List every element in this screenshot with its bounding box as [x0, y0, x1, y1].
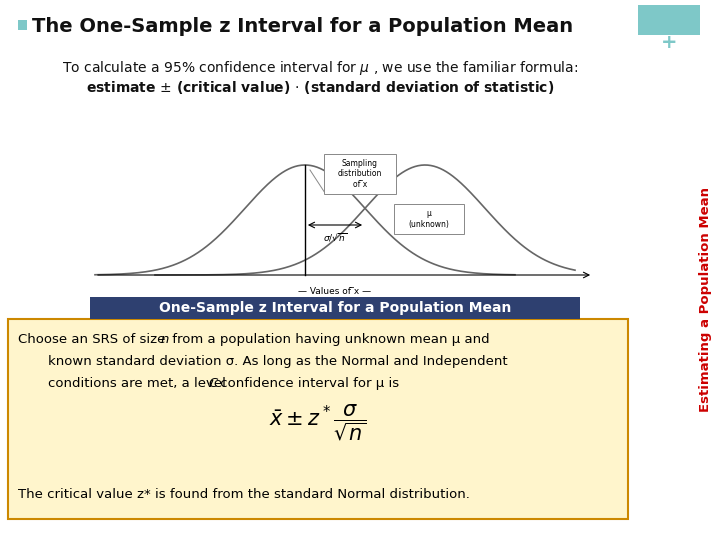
Text: To calculate a 95% confidence interval for $\mu$ , we use the familiar formula:: To calculate a 95% confidence interval f… [62, 59, 578, 77]
FancyBboxPatch shape [324, 154, 396, 194]
Text: n: n [161, 333, 169, 346]
FancyBboxPatch shape [394, 204, 464, 234]
Text: confidence interval for μ is: confidence interval for μ is [216, 377, 399, 390]
Text: known standard deviation σ. As long as the Normal and Independent: known standard deviation σ. As long as t… [48, 355, 508, 368]
Text: The One-Sample z Interval for a Population Mean: The One-Sample z Interval for a Populati… [32, 17, 573, 37]
Text: +: + [661, 32, 678, 51]
Text: Estimating a Population Mean: Estimating a Population Mean [700, 187, 713, 413]
Text: conditions are met, a level: conditions are met, a level [48, 377, 230, 390]
Text: Sampling
distribution
of ̅x: Sampling distribution of ̅x [338, 159, 382, 189]
Text: $\bar{x} \pm z^* \dfrac{\sigma}{\sqrt{n}}$: $\bar{x} \pm z^* \dfrac{\sigma}{\sqrt{n}… [269, 403, 367, 443]
Text: The critical value z* is found from the standard Normal distribution.: The critical value z* is found from the … [18, 488, 470, 501]
Text: $\sigma/\sqrt{n}$: $\sigma/\sqrt{n}$ [323, 231, 347, 244]
Text: C: C [208, 377, 217, 390]
Text: from a population having unknown mean μ and: from a population having unknown mean μ … [168, 333, 490, 346]
Text: Choose an SRS of size: Choose an SRS of size [18, 333, 170, 346]
Bar [90, 297, 580, 319]
Text: estimate $\pm$ (critical value) $\cdot$ (standard deviation of statistic): estimate $\pm$ (critical value) $\cdot$ … [86, 79, 554, 97]
Text: μ
(unknown): μ (unknown) [408, 210, 449, 229]
Text: — Values of ̅x —: — Values of ̅x — [298, 287, 372, 296]
Bar [8, 319, 628, 519]
Bar [638, 5, 700, 35]
Text: One-Sample z Interval for a Population Mean: One-Sample z Interval for a Population M… [159, 301, 511, 315]
Bar [18, 20, 27, 30]
